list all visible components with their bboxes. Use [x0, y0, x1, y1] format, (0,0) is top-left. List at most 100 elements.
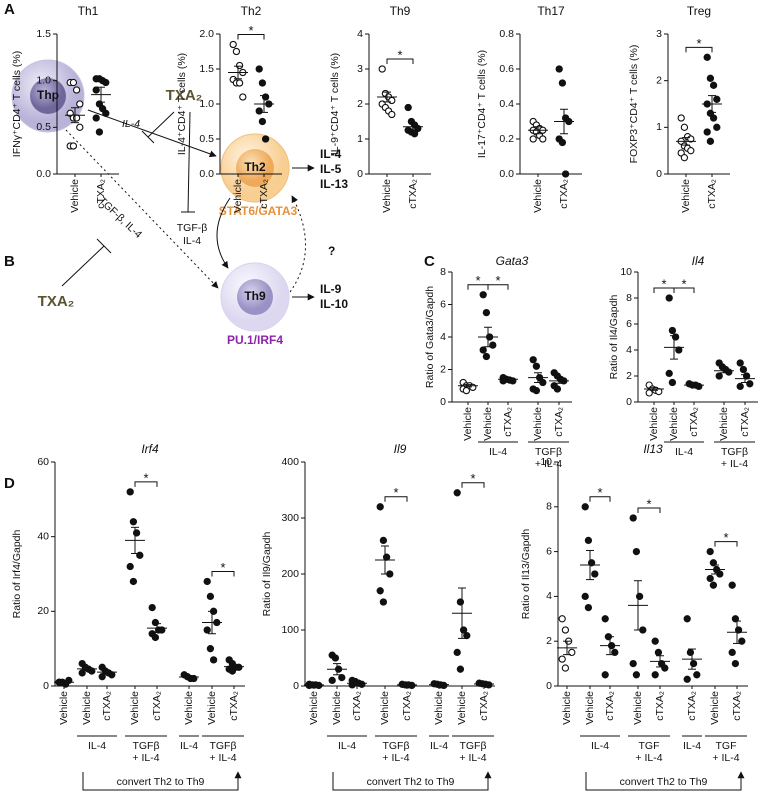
- data-point: [235, 79, 244, 87]
- inhibitor: TXA₂: [166, 87, 203, 104]
- data-point: [686, 648, 695, 657]
- data-point: [92, 114, 100, 122]
- y-tick-label: 1: [357, 133, 363, 145]
- cytokine: IL-10: [320, 297, 348, 311]
- data-point: [558, 615, 566, 623]
- data-point: [683, 615, 691, 623]
- y-tick-label: 0: [440, 396, 446, 408]
- data-point: [102, 109, 110, 117]
- data-point: [661, 664, 669, 672]
- group-label: + IL-4: [382, 752, 409, 764]
- x-tick-label: Vehicle: [532, 407, 544, 441]
- bracket-label: convert Th2 to Th9: [620, 776, 708, 788]
- y-tick-label: 2: [546, 635, 552, 647]
- data-point: [558, 655, 566, 663]
- group-label: TGFβ: [209, 740, 236, 752]
- data-point: [703, 53, 711, 61]
- data-point: [203, 626, 211, 634]
- data-point: [235, 663, 243, 671]
- cytokine: IL-4: [320, 147, 342, 161]
- data-point: [561, 170, 570, 178]
- data-point: [736, 359, 744, 367]
- data-point: [482, 308, 491, 317]
- significance-bracket: [637, 507, 661, 513]
- y-tick-label: 40: [37, 530, 49, 542]
- x-tick-label: cTXA₂: [604, 691, 616, 721]
- cell-label: Thp: [37, 88, 59, 102]
- data-point: [689, 659, 698, 668]
- edge-label: IL-4: [122, 118, 140, 130]
- x-tick-label: cTXA₂: [101, 691, 113, 721]
- data-point: [388, 110, 396, 119]
- data-point: [228, 667, 237, 675]
- data-point: [331, 654, 340, 662]
- data-point: [261, 135, 270, 143]
- x-tick-label: cTXA₂: [706, 179, 718, 209]
- y-tick-label: 4: [357, 28, 363, 40]
- dot-plot: 0.0 0.5 1.0 1.5 Th1 IFNγ⁺CD4⁺ T cells (%) Vehi…: [11, 4, 119, 213]
- x-tick-label: Vehicle: [81, 691, 93, 725]
- y-axis-label: Ratio of Gata3/Gapdh: [424, 286, 436, 388]
- data-point: [255, 65, 263, 73]
- data-point: [229, 40, 237, 49]
- data-point: [706, 137, 715, 145]
- x-tick-label: cTXA₂: [553, 407, 565, 437]
- x-tick-label: cTXA₂: [688, 407, 700, 437]
- significance-bracket: [673, 287, 695, 293]
- data-point: [482, 352, 491, 361]
- data-point: [132, 529, 141, 537]
- data-point: [584, 536, 593, 545]
- data-point: [78, 669, 86, 677]
- inhibition-bar: [141, 130, 155, 144]
- data-point: [706, 547, 714, 556]
- group-label: TGFβ: [535, 446, 562, 458]
- y-tick-label: 2: [440, 363, 446, 375]
- x-tick-label: cTXA₂: [151, 691, 163, 721]
- data-point: [555, 65, 563, 73]
- y-tick-label: 4: [440, 331, 446, 343]
- data-point: [635, 592, 644, 601]
- data-point: [462, 386, 471, 395]
- data-point: [677, 114, 685, 122]
- data-point: [680, 154, 689, 162]
- data-point: [338, 673, 346, 682]
- data-point: [203, 577, 211, 586]
- data-point: [651, 671, 659, 679]
- data-point: [129, 577, 138, 586]
- transcription-factor: PU.1/IRF4: [227, 333, 283, 347]
- data-point: [706, 74, 715, 82]
- data-point: [376, 587, 384, 595]
- data-point: [713, 95, 721, 103]
- chart-title: Th1: [78, 4, 99, 18]
- data-point: [382, 553, 391, 561]
- inhibitor: TXA₂: [38, 293, 75, 310]
- x-tick-label: Vehicle: [680, 179, 692, 213]
- cytokine: IL-9: [320, 282, 342, 296]
- data-point: [463, 631, 471, 640]
- bracket-line: [82, 771, 242, 791]
- data-point: [129, 518, 138, 526]
- data-point: [668, 378, 677, 387]
- cytokine: IL-13: [320, 177, 348, 191]
- data-point: [261, 93, 270, 101]
- data-point: [328, 676, 336, 685]
- cell-label: Th9: [244, 289, 266, 303]
- y-tick-label: 8: [440, 266, 446, 278]
- y-tick-label: 2: [357, 98, 363, 110]
- data-point: [703, 128, 711, 136]
- chart-title: Th17: [537, 4, 565, 18]
- data-point: [731, 615, 740, 623]
- data-point: [746, 380, 754, 388]
- data-point: [151, 633, 160, 642]
- significance-label: *: [220, 560, 225, 575]
- significance-label: *: [646, 496, 651, 511]
- data-point: [151, 618, 160, 627]
- group-label: TGFβ: [721, 446, 748, 458]
- data-point: [453, 489, 461, 497]
- data-point: [553, 385, 562, 393]
- data-point: [388, 96, 396, 105]
- significance-bracket: [384, 496, 408, 502]
- data-point: [532, 362, 541, 370]
- data-point: [258, 79, 267, 87]
- y-tick-label: 2.0: [199, 28, 214, 40]
